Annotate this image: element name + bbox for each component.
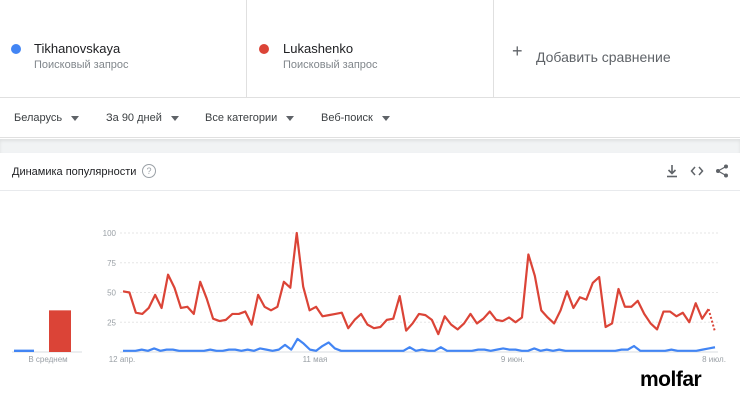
region-value: Беларусь bbox=[14, 112, 63, 124]
search-term-name: Tikhanovskaya bbox=[34, 41, 121, 56]
average-bar bbox=[14, 349, 34, 352]
search-term-1[interactable]: Tikhanovskaya Поисковый запрос bbox=[0, 0, 247, 98]
download-icon[interactable] bbox=[664, 164, 680, 180]
molfar-logo: molfar bbox=[640, 368, 702, 391]
x-tick-label: 9 июн. bbox=[501, 355, 525, 364]
y-tick-label: 75 bbox=[107, 259, 116, 268]
series-color-dot bbox=[259, 44, 269, 54]
card-divider bbox=[0, 190, 740, 191]
interest-over-time-chart: 100 75 50 25 12 апр. 11 мая 9 июн. 8 июл. В сред… bbox=[12, 229, 726, 364]
card-title: Динамика популярности bbox=[12, 166, 137, 178]
search-type-value: Веб-поиск bbox=[321, 112, 373, 124]
period-dropdown[interactable]: За 90 дней bbox=[106, 112, 179, 124]
category-dropdown[interactable]: Все категории bbox=[205, 112, 295, 124]
search-term-type: Поисковый запрос bbox=[283, 59, 378, 71]
average-bar bbox=[49, 310, 71, 352]
series-line bbox=[123, 337, 716, 352]
chevron-down-icon bbox=[381, 115, 390, 121]
average-label: В среднем bbox=[28, 355, 67, 364]
search-term-2[interactable]: Lukashenko Поисковый запрос bbox=[247, 0, 494, 98]
add-comparison-button[interactable]: + Добавить сравнение bbox=[494, 0, 740, 98]
series-line-partial bbox=[707, 308, 716, 333]
x-tick-label: 8 июл. bbox=[702, 355, 726, 364]
search-term-name: Lukashenko bbox=[283, 41, 354, 56]
share-icon[interactable] bbox=[714, 164, 730, 180]
series-color-dot bbox=[11, 44, 21, 54]
x-tick-label: 12 апр. bbox=[109, 355, 136, 364]
plus-icon: + bbox=[512, 41, 523, 61]
filters-bar: Беларусь За 90 дней Все категории Веб-по… bbox=[0, 98, 740, 138]
add-comparison-label: Добавить сравнение bbox=[536, 49, 671, 65]
y-tick-label: 50 bbox=[107, 289, 116, 298]
category-value: Все категории bbox=[205, 112, 278, 124]
chevron-down-icon bbox=[170, 115, 179, 121]
y-tick-label: 100 bbox=[103, 229, 117, 238]
chevron-down-icon bbox=[71, 115, 80, 121]
help-icon[interactable]: ? bbox=[142, 164, 156, 178]
section-separator bbox=[0, 139, 740, 153]
x-tick-label: 11 мая bbox=[303, 355, 328, 364]
embed-icon[interactable] bbox=[689, 164, 705, 180]
search-type-dropdown[interactable]: Веб-поиск bbox=[321, 112, 390, 124]
period-value: За 90 дней bbox=[106, 112, 162, 124]
search-term-type: Поисковый запрос bbox=[34, 59, 129, 71]
chevron-down-icon bbox=[286, 115, 295, 121]
compare-bar: Tikhanovskaya Поисковый запрос Lukashenk… bbox=[0, 0, 740, 98]
region-dropdown[interactable]: Беларусь bbox=[14, 112, 80, 124]
series-line bbox=[122, 231, 710, 336]
y-tick-label: 25 bbox=[107, 318, 116, 327]
